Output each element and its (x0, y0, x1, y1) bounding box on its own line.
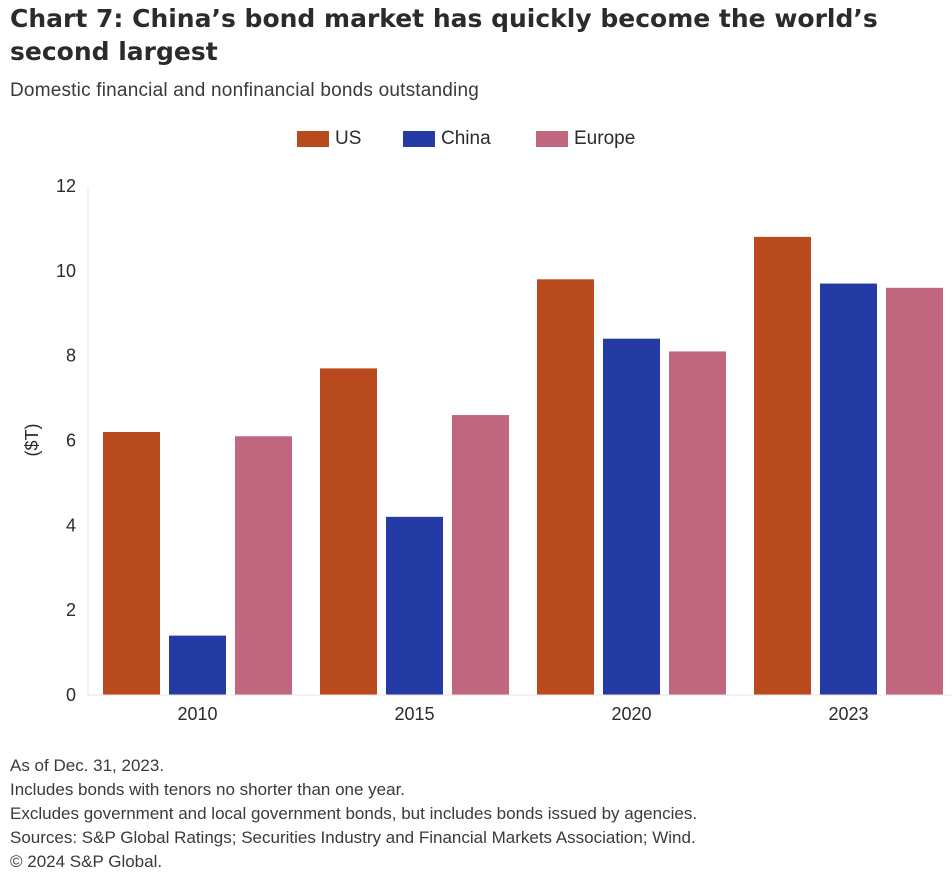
footnote-tenors: Includes bonds with tenors no shorter th… (10, 780, 406, 799)
bar-us-2023 (754, 236, 811, 695)
legend-label-china: China (441, 128, 491, 149)
bar-europe-2023 (886, 287, 943, 695)
y-tick-label: 2 (66, 600, 76, 620)
legend-label-europe: Europe (574, 128, 636, 149)
bar-europe-2010 (235, 436, 292, 695)
x-tick-label-2023: 2023 (828, 704, 868, 724)
y-tick-label: 8 (66, 346, 76, 366)
bar-us-2015 (320, 368, 377, 695)
footnotes: As of Dec. 31, 2023. Includes bonds with… (10, 754, 945, 874)
legend: US China Europe (0, 124, 952, 154)
chart-title: Chart 7: China’s bond market has quickly… (10, 4, 878, 66)
x-tick-label-2010: 2010 (177, 704, 217, 724)
y-axis: 0 2 4 6 8 10 12 (56, 176, 89, 705)
y-tick-label: 12 (56, 176, 76, 196)
legend-swatch-europe (536, 131, 568, 147)
y-tick-label: 0 (66, 685, 76, 705)
footnote-exclusions: Excludes government and local government… (10, 804, 698, 823)
footnote-as-of: As of Dec. 31, 2023. (10, 756, 165, 775)
footnote-copyright: © 2024 S&P Global. (10, 852, 163, 871)
y-tick-label: 4 (66, 515, 76, 535)
y-axis-label: ($T) (22, 424, 42, 457)
footnote-sources: Sources: S&P Global Ratings; Securities … (10, 828, 696, 847)
bar-china-2020 (603, 338, 660, 695)
bar-us-2020 (537, 279, 594, 695)
chart-subtitle: Domestic financial and nonfinancial bond… (10, 80, 480, 101)
y-tick-label: 10 (56, 261, 76, 281)
bar-europe-2020 (669, 351, 726, 695)
bar-us-2010 (103, 432, 160, 695)
legend-item-china: China (403, 124, 491, 154)
legend-swatch-us (297, 131, 329, 147)
bar-china-2023 (820, 283, 877, 695)
bars (103, 236, 943, 695)
bar-chart: 0 2 4 6 8 10 12 2010 2015 2020 2023 ($T) (22, 176, 952, 724)
y-tick-label: 6 (66, 431, 76, 451)
x-tick-label-2020: 2020 (611, 704, 651, 724)
x-tick-label-2015: 2015 (394, 704, 434, 724)
legend-swatch-china (403, 131, 435, 147)
legend-label-us: US (335, 128, 362, 149)
legend-item-us: US (297, 124, 361, 154)
bar-europe-2015 (452, 415, 509, 695)
x-axis: 2010 2015 2020 2023 (88, 694, 952, 724)
bar-china-2015 (386, 516, 443, 695)
bar-china-2010 (169, 635, 226, 695)
legend-item-europe: Europe (536, 124, 635, 154)
